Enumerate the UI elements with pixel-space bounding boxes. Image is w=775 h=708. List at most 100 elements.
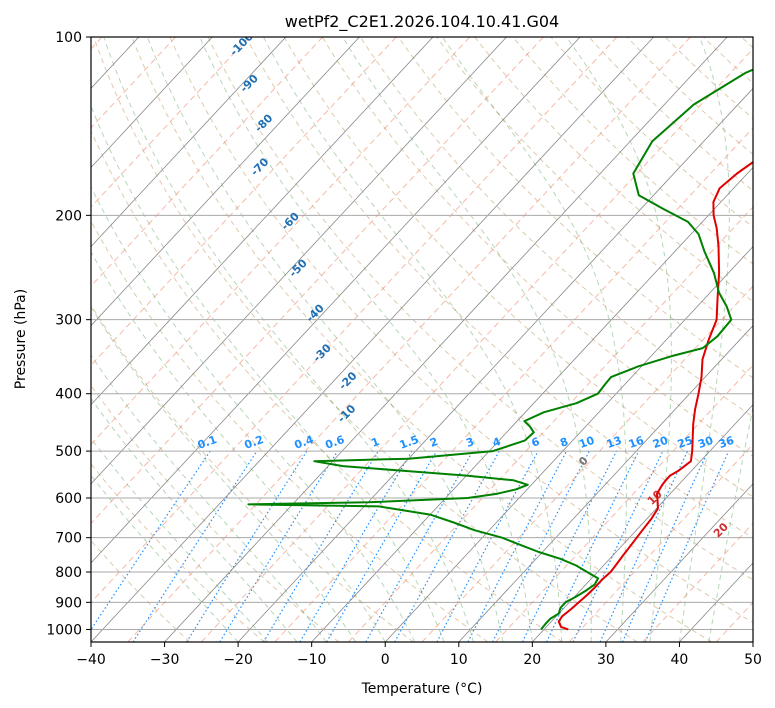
moist-adiabat-line xyxy=(103,37,474,642)
x-tick-label: −40 xyxy=(76,652,106,668)
x-tick-label: 20 xyxy=(523,652,541,668)
y-tick-label: 600 xyxy=(55,491,82,507)
x-tick-label: −20 xyxy=(223,652,253,668)
moist-adiabat-line xyxy=(199,37,533,642)
mixing-ratio-label: 0.2 xyxy=(243,433,266,452)
mixing-ratio-label: 10 xyxy=(577,434,596,452)
mixing-ratio-line xyxy=(394,450,500,642)
isotherms xyxy=(91,37,753,642)
mixing-ratio-label: 1.5 xyxy=(398,433,421,452)
y-tick-label: 900 xyxy=(55,595,82,611)
mixing-ratio-label: 16 xyxy=(627,434,646,452)
mixing-ratio-line xyxy=(521,450,618,642)
isobars xyxy=(91,37,753,630)
mixing-ratio-label: 13 xyxy=(605,434,624,451)
isotherm-dashed-line xyxy=(127,37,691,642)
mixing-ratio-label: 8 xyxy=(558,435,570,450)
x-tick-label: 40 xyxy=(670,652,688,668)
mixing-ratio-label: 25 xyxy=(676,434,695,451)
mixing-ratio-label: 3 xyxy=(464,435,476,450)
moist-adiabat-line xyxy=(678,37,730,642)
x-tick-label: 10 xyxy=(450,652,468,668)
y-tick-label: 500 xyxy=(55,444,82,460)
isotherm-line xyxy=(91,37,360,327)
mixing-ratio-line xyxy=(599,450,689,642)
moist-adiabat-line xyxy=(91,474,239,642)
dry-adiabat-line xyxy=(245,37,753,539)
moist-adiabat-line xyxy=(91,397,298,642)
y-tick-label: 100 xyxy=(55,30,82,46)
mixing-ratio-label: 0.6 xyxy=(323,433,346,452)
mixing-ratio-line xyxy=(622,450,709,642)
isotherm-line xyxy=(384,245,753,642)
dry-adiabat-line xyxy=(91,304,414,642)
mixing-ratio-lines xyxy=(91,450,730,642)
profile-series xyxy=(247,68,753,631)
mixing-ratio-line xyxy=(572,450,664,642)
temperature-profile-line xyxy=(557,160,753,631)
isotherm-line xyxy=(237,87,753,642)
isotherm-dashed-line xyxy=(91,37,471,446)
x-axis-title: Temperature (°C) xyxy=(361,681,483,697)
y-axis-title: Pressure (hPa) xyxy=(13,289,29,389)
x-tick-label: 0 xyxy=(381,652,390,668)
moist-adiabat-line xyxy=(342,37,592,642)
isotherm-line xyxy=(458,325,753,642)
moist-adiabat-line xyxy=(91,437,268,642)
chart-title: wetPf2_C2E1.2026.104.10.41.G04 xyxy=(285,12,559,32)
isotherm-dashed-line xyxy=(200,48,753,642)
dry-adiabat-line xyxy=(131,37,713,642)
y-tick-label: 300 xyxy=(55,313,82,329)
isotherm-dashed-line xyxy=(91,37,544,525)
plot-area: -100-90-80-70-60-50-40-30-20-10010203040… xyxy=(91,37,753,642)
y-tick-label: 700 xyxy=(55,531,82,547)
mixing-ratio-label: 0.4 xyxy=(293,433,316,452)
isotherm-dashed-line xyxy=(421,285,753,642)
y-tick-label: 1000 xyxy=(46,622,82,638)
dewpoint-profile-line xyxy=(247,68,753,631)
mixing-ratio-label: 1 xyxy=(370,435,382,450)
isotherm-line xyxy=(311,166,753,642)
isotherm-dashed-line xyxy=(91,37,397,366)
isotherm-dashed-line xyxy=(274,127,753,642)
mixing-ratio-line xyxy=(186,450,308,642)
mixing-ratio-line xyxy=(326,450,438,642)
x-tick-label: 50 xyxy=(744,652,762,668)
axes: −40 −30 −20 −10 0 10 20 30 40 50 1000 900 800 700 600 5… xyxy=(46,30,762,668)
plot-frame xyxy=(90,36,754,643)
isotherm-line xyxy=(91,37,213,169)
moist-adiabat-line xyxy=(566,37,672,642)
mixing-ratio-line xyxy=(365,450,474,642)
dry-adiabats xyxy=(91,37,753,642)
moist-adiabat-line xyxy=(263,37,563,642)
mixing-ratio-label: 4 xyxy=(491,435,503,450)
moist-adiabat-line xyxy=(91,250,386,642)
x-tick-label: −10 xyxy=(297,652,327,668)
mixing-ratio-label: 2 xyxy=(428,435,440,450)
mixing-ratio-line xyxy=(299,450,413,642)
moist-adiabat-line xyxy=(91,104,445,642)
mixing-ratio-label: 30 xyxy=(696,434,715,452)
isotherm-line xyxy=(91,37,654,642)
y-tick-label: 400 xyxy=(55,387,82,403)
mixing-ratio-line xyxy=(219,450,339,642)
dry-adiabat-line xyxy=(207,37,753,581)
mixing-ratio-label: 36 xyxy=(717,434,736,452)
dry-adiabat-line xyxy=(169,37,753,624)
moist-adiabat-line xyxy=(708,404,753,642)
y-tick-label: 800 xyxy=(55,565,82,581)
isotherm-line xyxy=(532,404,753,642)
isotherm-dashed-line xyxy=(91,37,618,604)
mixing-ratio-line xyxy=(262,450,379,642)
moist-adiabat-line xyxy=(146,37,504,642)
moist-adiabat-line xyxy=(91,185,416,642)
moist-adiabat-line xyxy=(91,306,357,642)
mixing-ratio-label: 20 xyxy=(651,434,670,452)
dry-adiabat-line xyxy=(359,37,753,418)
dry-adiabat-line xyxy=(91,462,265,642)
dry-adiabat-line xyxy=(398,37,753,379)
isotherm-line xyxy=(91,37,434,406)
isotherm-line xyxy=(91,37,507,485)
